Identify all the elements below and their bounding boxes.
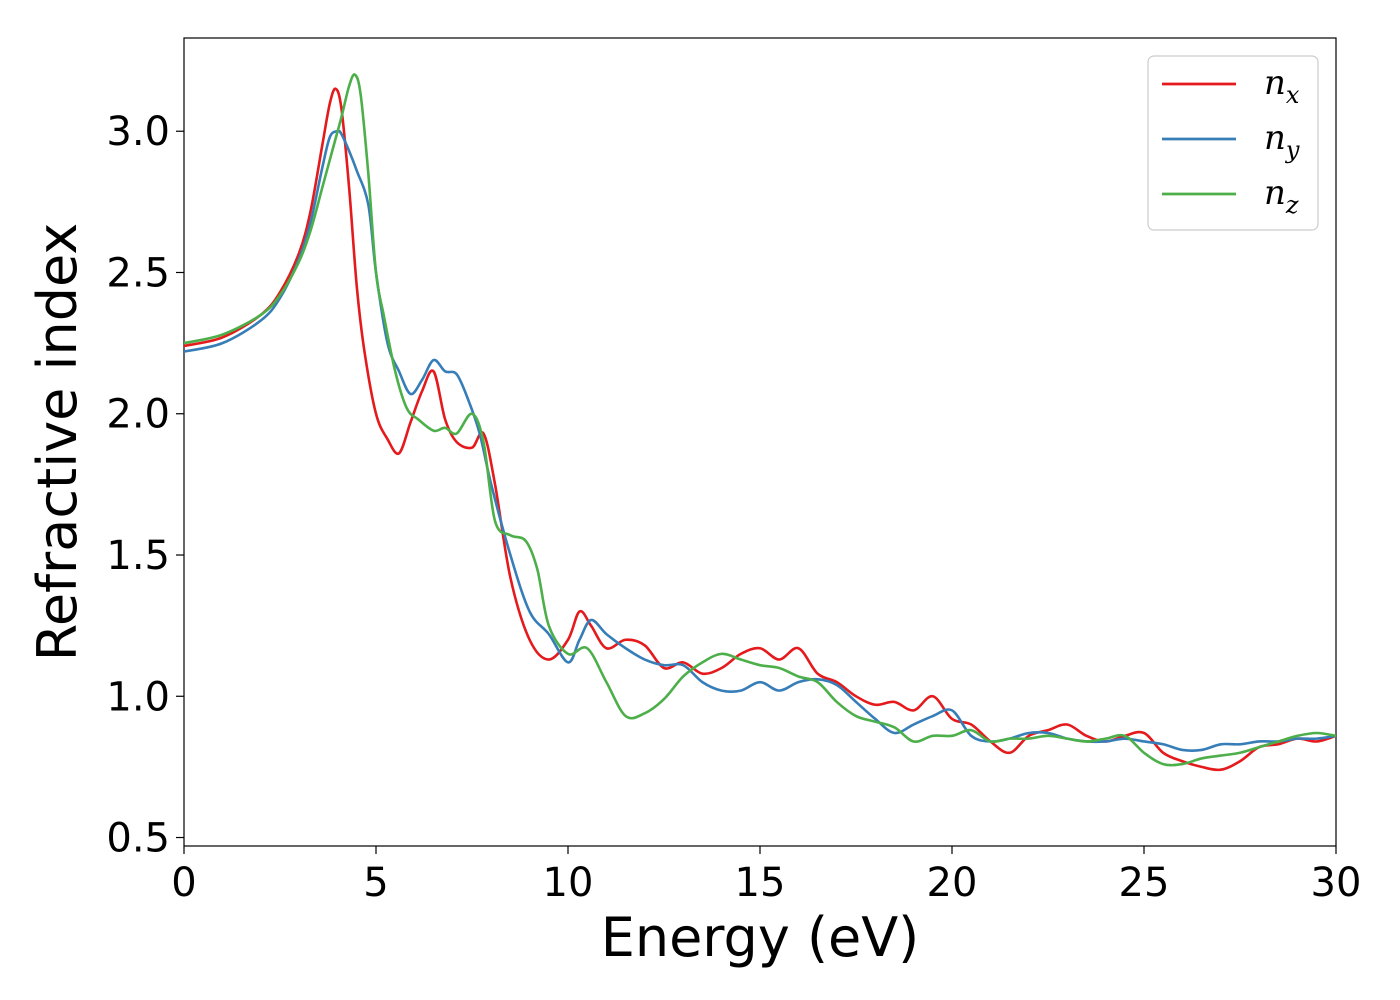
- x-tick-label: 0: [171, 860, 196, 906]
- legend-label-n-y: ny: [1264, 118, 1300, 164]
- series-layer: [184, 73, 1336, 772]
- y-tick-label: 2.0: [106, 392, 170, 438]
- y-tick-label: 1.5: [106, 533, 170, 579]
- x-axis-label: Energy (eV): [601, 906, 920, 969]
- legend-label-n-x: nx: [1264, 63, 1300, 109]
- y-tick-label: 3.0: [106, 109, 170, 155]
- x-axis-ticks: 0 5 10 15 20 25 30: [171, 846, 1361, 906]
- legend-box: [1147, 55, 1319, 231]
- series-line-n-z: [184, 73, 1336, 767]
- legend: nx ny nz: [1147, 55, 1319, 231]
- y-axis-ticks: 0.5 1.0 1.5 2.0 2.5 3.0: [106, 109, 184, 862]
- y-tick-label: 2.5: [106, 250, 170, 296]
- x-tick-label: 30: [1311, 860, 1362, 906]
- x-tick-label: 25: [1119, 860, 1170, 906]
- y-tick-label: 1.0: [106, 674, 170, 720]
- x-tick-label: 20: [927, 860, 978, 906]
- y-tick-label: 0.5: [106, 816, 170, 862]
- series-line-n-y: [184, 129, 1336, 752]
- x-tick-label: 10: [543, 860, 594, 906]
- x-tick-label: 15: [735, 860, 786, 906]
- legend-label-n-z: nz: [1264, 173, 1299, 219]
- y-axis-label: Refractive index: [26, 223, 89, 662]
- x-tick-label: 5: [363, 860, 388, 906]
